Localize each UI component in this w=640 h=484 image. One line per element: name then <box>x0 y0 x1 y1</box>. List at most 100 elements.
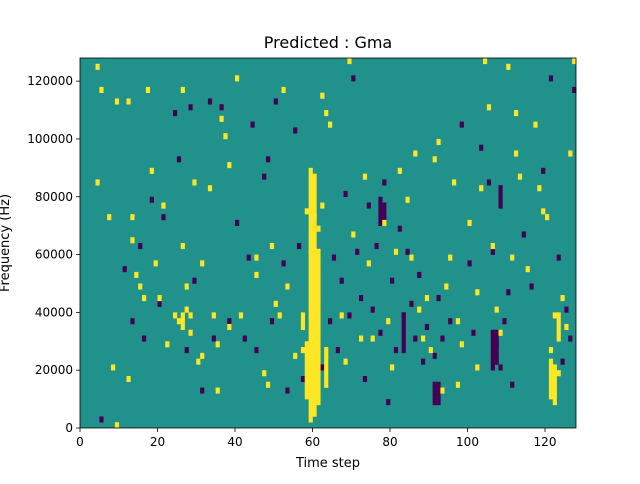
heatmap-cell-high <box>448 254 453 261</box>
heatmap-cell-high <box>316 341 321 348</box>
heatmap-cell-high <box>328 121 333 128</box>
heatmap-cell-high <box>316 364 321 371</box>
heatmap-cell-high <box>308 179 313 186</box>
heatmap-cell-high <box>269 243 275 250</box>
heatmap-cell-high <box>324 352 329 359</box>
heatmap-cell-high <box>300 312 306 319</box>
heatmap-cell-high <box>556 329 561 336</box>
x-tick-label: 100 <box>456 435 479 449</box>
heatmap-cell-high <box>556 312 561 319</box>
heatmap-cell-high <box>273 300 278 307</box>
y-tick-label: 60000 <box>35 248 73 262</box>
heatmap-cell-high <box>184 283 189 290</box>
heatmap-cell-low <box>572 86 577 93</box>
heatmap-cell-high <box>308 364 313 371</box>
heatmap-cell-high <box>362 173 368 180</box>
heatmap-cell-high <box>316 381 321 388</box>
heatmap-cell-high <box>312 318 317 325</box>
heatmap-cell-low <box>436 295 441 302</box>
heatmap-cell-high <box>347 58 352 65</box>
heatmap-cell-low <box>273 98 278 105</box>
heatmap-cell-low <box>421 358 426 365</box>
heatmap-cell-high <box>312 295 317 302</box>
x-axis: 0 20 40 60 80 100 120 <box>76 428 556 449</box>
heatmap-cell-low <box>564 306 569 313</box>
heatmap-cell-high <box>475 289 480 296</box>
heatmap-cell-high <box>413 150 418 157</box>
x-axis-label: Time step <box>295 456 360 471</box>
heatmap-cell-high <box>114 98 120 105</box>
heatmap-cell-high <box>312 277 317 284</box>
heatmap-cell-high <box>548 393 554 400</box>
heatmap-cell-high <box>397 167 402 174</box>
heatmap-cell-low <box>467 260 472 267</box>
heatmap-cell-high <box>308 196 313 203</box>
heatmap-cell-low <box>328 318 333 325</box>
heatmap-cell-high <box>285 283 290 290</box>
heatmap-cell-high <box>316 283 321 290</box>
heatmap-cell-high <box>316 266 321 273</box>
heatmap-cell-high <box>188 312 193 319</box>
heatmap-cell-high <box>548 364 554 371</box>
heatmap-cell-high <box>300 323 306 331</box>
heatmap-cell-high <box>114 422 120 429</box>
heatmap-cell-high <box>308 370 313 377</box>
heatmap-cell-high <box>312 329 317 336</box>
heatmap-cell-low <box>459 121 464 128</box>
heatmap-cell-high <box>552 364 557 371</box>
heatmap-cell-high <box>95 63 100 70</box>
heatmap-cell-low <box>355 248 360 255</box>
heatmap-cell-low <box>262 173 267 180</box>
heatmap-cell-high <box>312 341 317 348</box>
heatmap-cell-high <box>316 306 321 313</box>
heatmap-cell-low <box>541 167 546 174</box>
heatmap-cell-high <box>483 58 488 65</box>
heatmap-cell-low <box>502 318 507 325</box>
heatmap-cell-high <box>552 393 557 400</box>
heatmap-cell-high <box>300 318 306 325</box>
heatmap-cell-high <box>180 243 185 250</box>
heatmap-cell-low <box>219 104 224 111</box>
heatmap-cell-high <box>316 387 321 394</box>
heatmap-cell-high <box>254 271 259 278</box>
heatmap-cell-low <box>362 375 368 383</box>
heatmap-cell-high <box>490 243 495 250</box>
heatmap-cell-high <box>277 312 282 319</box>
heatmap-cell-high <box>312 323 317 331</box>
heatmap-cell-high <box>316 329 321 336</box>
heatmap-cell-high <box>312 179 317 186</box>
heatmap-cell-low <box>521 231 526 238</box>
y-tick-label: 0 <box>65 421 73 435</box>
heatmap-cell-low <box>122 266 127 273</box>
heatmap-cell-high <box>95 179 100 186</box>
heatmap-cell-low <box>246 254 251 261</box>
heatmap-cell-high <box>134 271 139 278</box>
heatmap-cell-low <box>300 375 306 383</box>
heatmap-cell-high <box>312 358 317 365</box>
heatmap-cell-low <box>556 254 561 261</box>
heatmap-cell-high <box>370 335 375 342</box>
heatmap-cell-low <box>184 347 189 354</box>
heatmap-cell-high <box>304 393 309 400</box>
heatmap-cell-high <box>308 173 313 180</box>
heatmap-cell-high <box>552 387 557 394</box>
heatmap-cell-high <box>312 202 317 209</box>
heatmap-cell-low <box>130 318 135 325</box>
heatmap-cell-high <box>235 75 240 82</box>
heatmap-cell-high <box>312 404 317 411</box>
heatmap-cell-high <box>525 266 530 273</box>
heatmap-cell-high <box>548 358 554 365</box>
heatmap-cell-low <box>490 341 495 348</box>
heatmap-cell-high <box>339 312 344 319</box>
heatmap-cell-low <box>343 190 348 198</box>
heatmap-cell-high <box>308 208 313 215</box>
heatmap-cell-low <box>494 352 499 359</box>
y-tick-label: 120000 <box>27 74 73 88</box>
heatmap-cell-low <box>529 283 534 290</box>
heatmap-cell-high <box>343 358 348 365</box>
heatmap-cell-low <box>374 243 379 250</box>
heatmap-cell-high <box>266 381 271 388</box>
heatmap-cell-low <box>227 318 232 325</box>
heatmap-cell-high <box>312 231 317 238</box>
heatmap-cell-high <box>308 393 313 400</box>
